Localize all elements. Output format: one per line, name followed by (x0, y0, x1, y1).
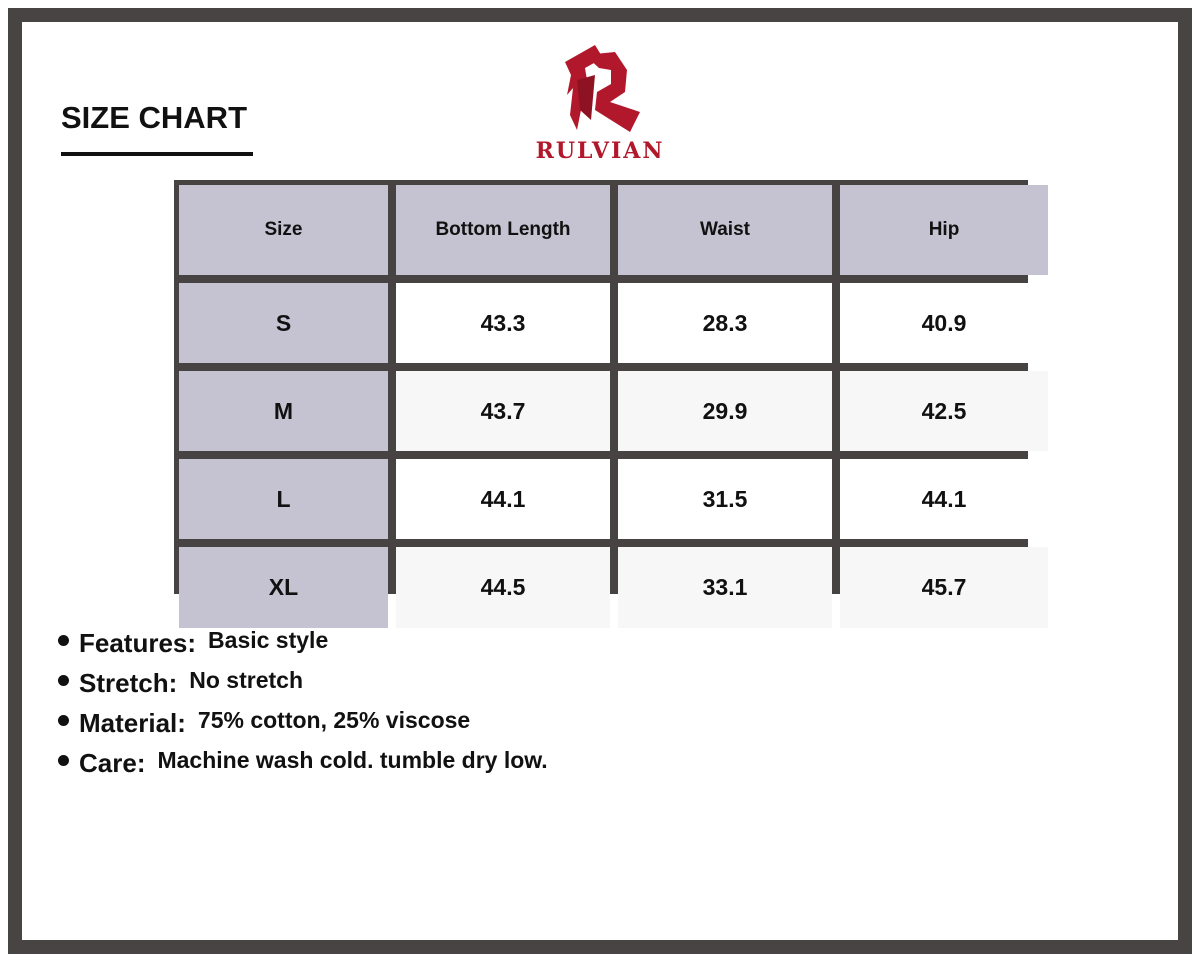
size-cell: M (179, 371, 388, 451)
spec-care: Care: Machine wash cold. tumble dry low. (58, 747, 548, 788)
spec-value: No stretch (189, 667, 303, 693)
spec-label: Features: (79, 628, 197, 658)
size-cell: XL (179, 547, 388, 628)
table-cell: 43.7 (396, 371, 610, 451)
size-table: Size Bottom Length Waist Hip S 43.3 28.3… (174, 180, 1048, 628)
r-logo-icon (565, 45, 640, 132)
page-title: SIZE CHART (61, 100, 247, 135)
table-cell: 28.3 (618, 283, 832, 363)
bullet-icon (58, 675, 69, 686)
title-underline (61, 152, 253, 156)
spec-value: 75% cotton, 25% viscose (197, 707, 471, 733)
header-waist: Waist (618, 185, 832, 275)
table-cell: 44.5 (396, 547, 610, 628)
brand-logo: RULVIAN (515, 40, 685, 165)
size-cell: S (179, 283, 388, 363)
header-hip: Hip (840, 185, 1048, 275)
spec-value: Basic style (208, 627, 329, 653)
table-cell: 29.9 (618, 371, 832, 451)
spec-value: Machine wash cold. tumble dry low. (157, 747, 548, 773)
bullet-icon (58, 715, 69, 726)
table-cell: 31.5 (618, 459, 832, 539)
spec-label: Material: (79, 708, 186, 738)
spec-label: Stretch: (79, 668, 178, 698)
brand-name: RULVIAN (535, 138, 665, 164)
table-cell: 44.1 (840, 459, 1048, 539)
table-cell: 40.9 (840, 283, 1048, 363)
table-cell: 43.3 (396, 283, 610, 363)
spec-label: Care: (79, 748, 146, 778)
spec-features: Features: Basic style (58, 627, 548, 668)
header-size: Size (179, 185, 388, 275)
spec-material: Material: 75% cotton, 25% viscose (58, 707, 548, 748)
header-bottom-length: Bottom Length (396, 185, 610, 275)
table-cell: 42.5 (840, 371, 1048, 451)
spec-stretch: Stretch: No stretch (58, 667, 548, 708)
size-cell: L (179, 459, 388, 539)
bullet-icon (58, 635, 69, 646)
table-cell: 33.1 (618, 547, 832, 628)
spec-list: Features: Basic style Stretch: No stretc… (58, 627, 548, 788)
table-cell: 44.1 (396, 459, 610, 539)
bullet-icon (58, 755, 69, 766)
table-cell: 45.7 (840, 547, 1048, 628)
